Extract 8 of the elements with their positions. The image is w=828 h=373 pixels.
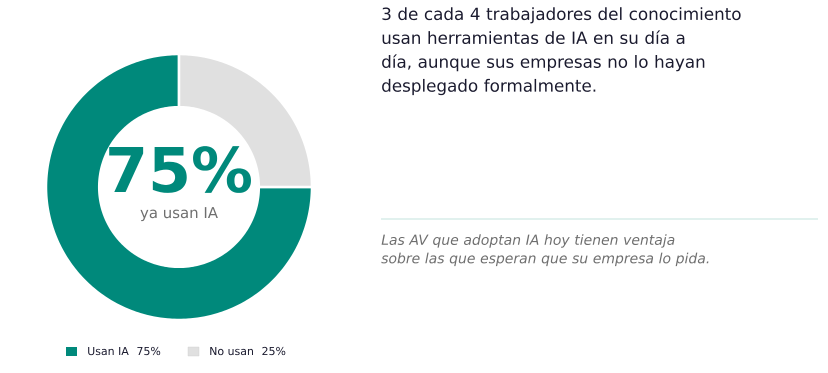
text: 3 de cada 4 trabajadores del conocimiento usan herramientas de IA en su día a día, aunque sus empresas no lo hayan desplegado formalmente. [382, 7, 741, 96]
text: 75% [109, 146, 251, 193]
text: ya usan IA [140, 207, 218, 222]
data-label: 75% [137, 346, 160, 356]
data-label: 25% [262, 346, 286, 356]
legend-label: No usan [210, 347, 253, 356]
text: Las AV que adoptan IA hoy tienen ventaja sobre las que esperan que su empresa lo pida. [381, 234, 708, 266]
legend-label: Usan IA [88, 347, 129, 356]
